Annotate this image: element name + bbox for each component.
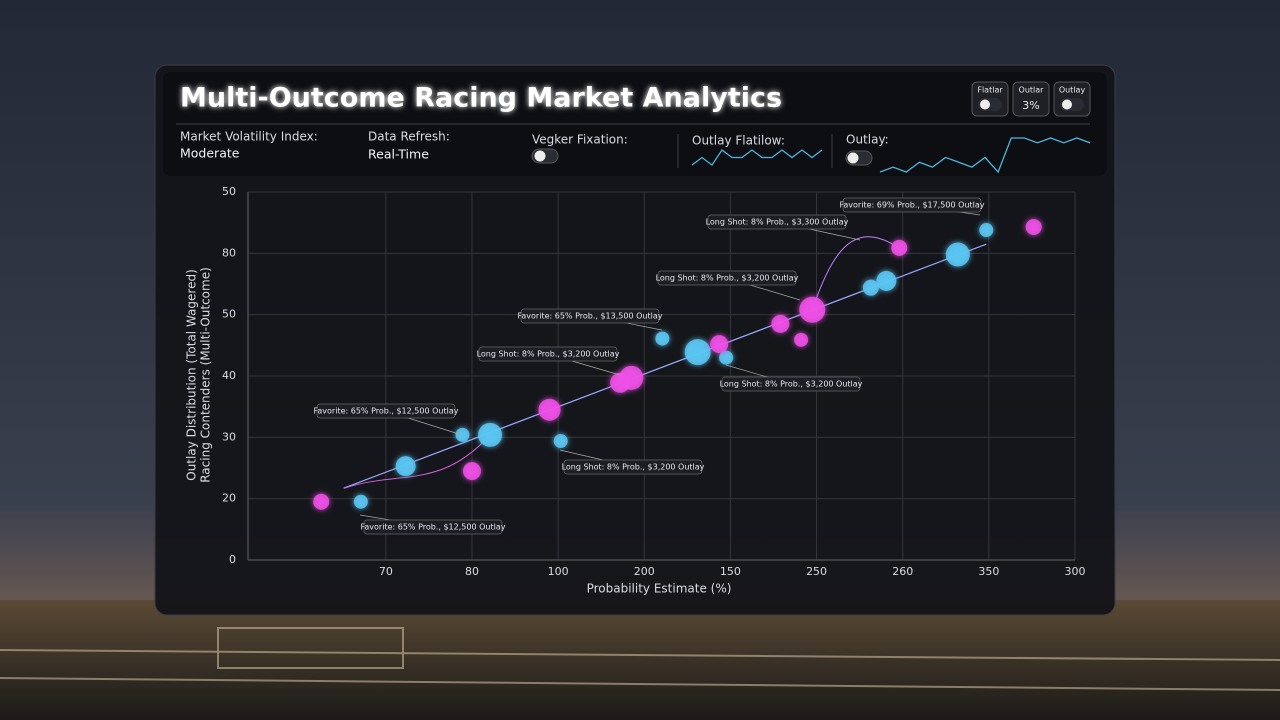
bubble: [799, 296, 826, 323]
bubble: [771, 314, 790, 333]
y-tick-label: 80: [222, 246, 236, 259]
bubble: [794, 332, 809, 347]
annotation: Favorite: 65% Prob., $13,500 Outlay: [518, 312, 663, 321]
y-tick-label: 20: [222, 492, 236, 505]
annotation: Favorite: 65% Prob., $12,500 Outlay: [361, 523, 506, 532]
bubble: [710, 335, 729, 354]
stat-value: Real-Time: [368, 147, 429, 162]
stat-value: Moderate: [180, 146, 240, 161]
bubble: [945, 242, 970, 267]
x-tick-label: 250: [806, 565, 827, 578]
bubble: [553, 434, 568, 449]
y-tick-label: 30: [222, 430, 236, 443]
bubble: [478, 422, 503, 447]
y-axis-label: Outlay Distribution (Total Wagered): [185, 269, 199, 481]
bubble: [619, 365, 644, 390]
annotation: Long Shot: 8% Prob., $3,200 Outlay: [477, 350, 620, 359]
toggle[interactable]: [845, 150, 873, 166]
curve: [344, 434, 491, 489]
x-tick-label: 80: [465, 565, 479, 578]
bubble: [313, 493, 330, 510]
x-tick-label: 260: [892, 565, 913, 578]
bubble: [684, 339, 711, 366]
control-box[interactable]: [1053, 81, 1091, 117]
annotation: Long Shot: 8% Prob., $3,300 Outlay: [706, 218, 849, 227]
bubble: [462, 462, 481, 481]
annotation-box: [842, 197, 982, 213]
bubble: [862, 279, 879, 296]
x-tick-label: 150: [720, 565, 741, 578]
bubble: [1025, 218, 1042, 235]
x-axis-label: Probability Estimate (%): [587, 582, 732, 596]
sparkline: [691, 149, 823, 166]
bubble: [891, 239, 908, 256]
y-tick-label: 50: [222, 185, 236, 198]
rails: [0, 627, 1280, 691]
bubble: [538, 398, 561, 421]
stat-label: Market Volatility Index:: [180, 130, 318, 144]
sparkline: [879, 137, 1091, 174]
y-axis-label: Racing Contenders (Multi-Outcome): [199, 267, 213, 483]
control-label: Outlar: [1019, 86, 1045, 95]
stat-label: Outlay Flatilow:: [692, 134, 785, 148]
title: Multi-Outcome Racing Market Analytics: [180, 83, 782, 114]
stat-label: Outlay:: [846, 133, 889, 147]
annotation-box: [563, 459, 703, 475]
x-tick-label: 100: [548, 565, 569, 578]
annotation: Long Shot: 8% Prob., $3,200 Outlay: [562, 463, 705, 472]
annotation: Favorite: 65% Prob., $12,500 Outlay: [314, 407, 459, 416]
annotation-box: [707, 214, 847, 230]
control-label: Flatlar: [977, 86, 1003, 95]
x-tick-label: 300: [1065, 565, 1086, 578]
annotation-box: [316, 403, 456, 419]
annotation: Long Shot: 8% Prob., $3,200 Outlay: [656, 274, 799, 283]
racetrack: [0, 600, 1280, 720]
bubble: [655, 331, 670, 346]
x-tick-label: 70: [379, 565, 393, 578]
control-label: Outlay: [1059, 86, 1086, 95]
y-tick-label: 0: [229, 553, 236, 566]
stat-label: Vegker Fixation:: [532, 133, 628, 147]
x-tick-label: 350: [978, 565, 999, 578]
bubble: [979, 223, 994, 238]
bubble: [353, 494, 368, 509]
y-tick-label: 50: [222, 308, 236, 321]
toggle[interactable]: [531, 148, 559, 164]
y-tick-label: 40: [222, 369, 236, 382]
control-value: 3%: [1022, 99, 1039, 112]
annotation-box: [721, 376, 861, 392]
bubble: [719, 350, 734, 365]
annotation: Favorite: 69% Prob., $17,500 Outlay: [840, 201, 985, 210]
x-tick-label: 200: [634, 565, 655, 578]
annotation-box: [363, 519, 503, 535]
control-box[interactable]: [1012, 81, 1050, 117]
annotation-box: [520, 308, 660, 324]
bubble: [876, 270, 897, 291]
stat-label: Data Refresh:: [368, 130, 450, 144]
curve: [811, 236, 900, 311]
annotation: Long Shot: 8% Prob., $3,200 Outlay: [720, 380, 863, 389]
bubble: [455, 427, 470, 442]
control-box[interactable]: [971, 81, 1009, 117]
annotation-box: [657, 270, 797, 286]
bubble: [395, 456, 416, 477]
annotation-box: [478, 346, 618, 362]
